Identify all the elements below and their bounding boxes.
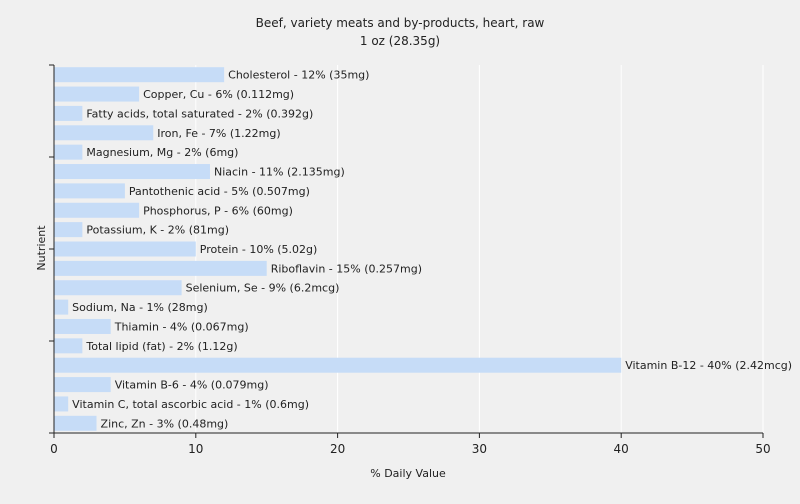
bar-label: Total lipid (fat) - 2% (1.12g) (85, 340, 237, 353)
bar (54, 222, 83, 238)
bar-label: Cholesterol - 12% (35mg) (228, 69, 369, 82)
bars (54, 67, 622, 431)
bar-label: Magnesium, Mg - 2% (6mg) (86, 146, 238, 159)
bar-label: Phosphorus, P - 6% (60mg) (143, 204, 293, 217)
bar (54, 357, 622, 373)
bar (54, 338, 83, 354)
bar (54, 318, 111, 334)
bar-label: Potassium, K - 2% (81mg) (86, 224, 229, 237)
bar (54, 299, 69, 315)
x-tick-label: 0 (50, 442, 58, 456)
x-tick-label: 30 (472, 442, 487, 456)
bar (54, 144, 83, 160)
bar-label: Zinc, Zn - 3% (0.48mg) (101, 417, 229, 430)
bar-label: Fatty acids, total saturated - 2% (0.392… (86, 107, 313, 120)
x-tick-label: 40 (614, 442, 629, 456)
bar-label: Sodium, Na - 1% (28mg) (72, 301, 208, 314)
chart-subtitle: 1 oz (28.35g) (360, 34, 440, 48)
bar-label: Selenium, Se - 9% (6.2mcg) (186, 282, 340, 295)
y-axis-label: Nutrient (35, 225, 48, 271)
x-tick-label: 50 (755, 442, 770, 456)
bar-label: Copper, Cu - 6% (0.112mg) (143, 88, 294, 101)
bar-label: Iron, Fe - 7% (1.22mg) (157, 127, 280, 140)
bar-label: Protein - 10% (5.02g) (200, 243, 318, 256)
x-tick-label: 10 (188, 442, 203, 456)
bar (54, 415, 97, 431)
bar (54, 202, 140, 218)
bar-label: Thiamin - 4% (0.067mg) (114, 320, 249, 333)
bar-label: Pantothenic acid - 5% (0.507mg) (129, 185, 310, 198)
bar-label: Riboflavin - 15% (0.257mg) (271, 262, 422, 275)
x-tick-label: 20 (330, 442, 345, 456)
bar-label: Vitamin B-6 - 4% (0.079mg) (115, 379, 269, 392)
chart-title: Beef, variety meats and by-products, hea… (256, 16, 545, 30)
bar (54, 86, 140, 102)
bar (54, 164, 210, 180)
bar (54, 67, 225, 83)
axes: 0 10 20 30 40 50 (49, 64, 771, 456)
bar-label: Vitamin C, total ascorbic acid - 1% (0.6… (72, 398, 309, 411)
bar (54, 260, 267, 276)
bar-label: Vitamin B-12 - 40% (2.42mcg) (625, 359, 792, 372)
bar (54, 105, 83, 121)
bar (54, 183, 125, 199)
bar (54, 241, 196, 257)
bar (54, 377, 111, 393)
bar (54, 396, 69, 412)
x-axis-label: % Daily Value (370, 467, 446, 480)
bar-label: Niacin - 11% (2.135mg) (214, 166, 345, 179)
bar (54, 125, 154, 141)
bar-labels: Cholesterol - 12% (35mg) Copper, Cu - 6% … (72, 69, 792, 431)
bar (54, 280, 182, 296)
